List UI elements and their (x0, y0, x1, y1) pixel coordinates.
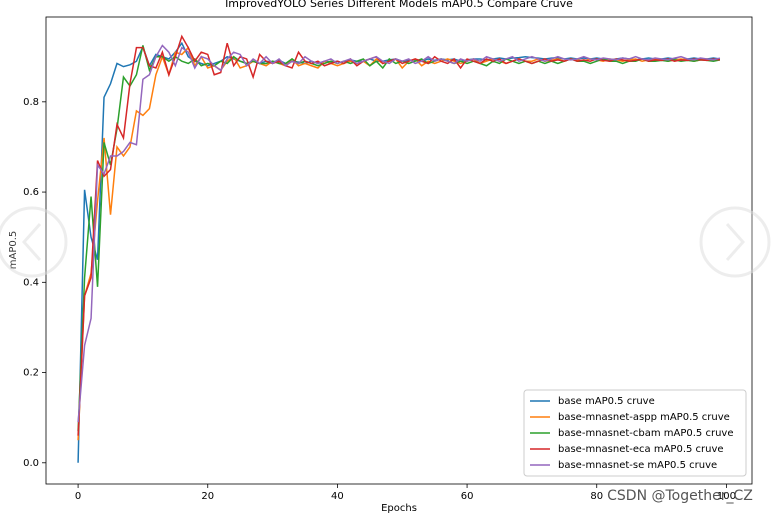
legend-label: base-mnasnet-eca mAP0.5 cruve (558, 444, 724, 455)
x-tick-label: 40 (331, 491, 344, 502)
x-tick-label: 100 (717, 491, 736, 502)
series-line (77, 44, 721, 423)
x-tick-label: 80 (590, 491, 603, 502)
y-tick-label: 0.6 (23, 187, 39, 198)
plot-area: 0 20 40 60 80 100 0.0 0.2 0.4 0.6 0.8 (23, 34, 736, 502)
series-line (77, 46, 720, 441)
y-tick-label: 0.8 (23, 97, 39, 108)
next-arrow (725, 223, 746, 261)
x-tick-label: 60 (461, 491, 474, 502)
legend-label: base-mnasnet-se mAP0.5 cruve (558, 460, 717, 471)
prev-arrow (21, 223, 42, 261)
y-tick-label: 0.0 (23, 458, 39, 469)
legend: base mAP0.5 cruve base-mnasnet-aspp mAP0.… (523, 389, 747, 477)
legend-label: base mAP0.5 cruve (558, 396, 655, 407)
x-axis-label: Epochs (381, 503, 417, 514)
axes-frame (45, 16, 753, 485)
y-tick-label: 0.2 (23, 368, 39, 379)
legend-label: base-mnasnet-cbam mAP0.5 cruve (558, 428, 734, 439)
legend-box (523, 389, 747, 477)
y-axis-label: mAP0.5 (8, 231, 19, 270)
legend-label: base-mnasnet-aspp mAP0.5 cruve (558, 412, 730, 423)
prev-circle (0, 206, 68, 278)
y-tick-label: 0.4 (23, 277, 39, 288)
series-line (77, 34, 721, 436)
chart-title: ImprovedYOLO Series Different Models mAP… (225, 0, 573, 10)
prev-button[interactable] (0, 206, 68, 278)
series-line (77, 45, 721, 432)
x-tick-label: 0 (75, 491, 81, 502)
next-circle (699, 206, 771, 278)
x-tick-label: 20 (201, 491, 214, 502)
next-button[interactable] (699, 206, 771, 278)
watermark: CSDN @Together_CZ (607, 488, 753, 504)
